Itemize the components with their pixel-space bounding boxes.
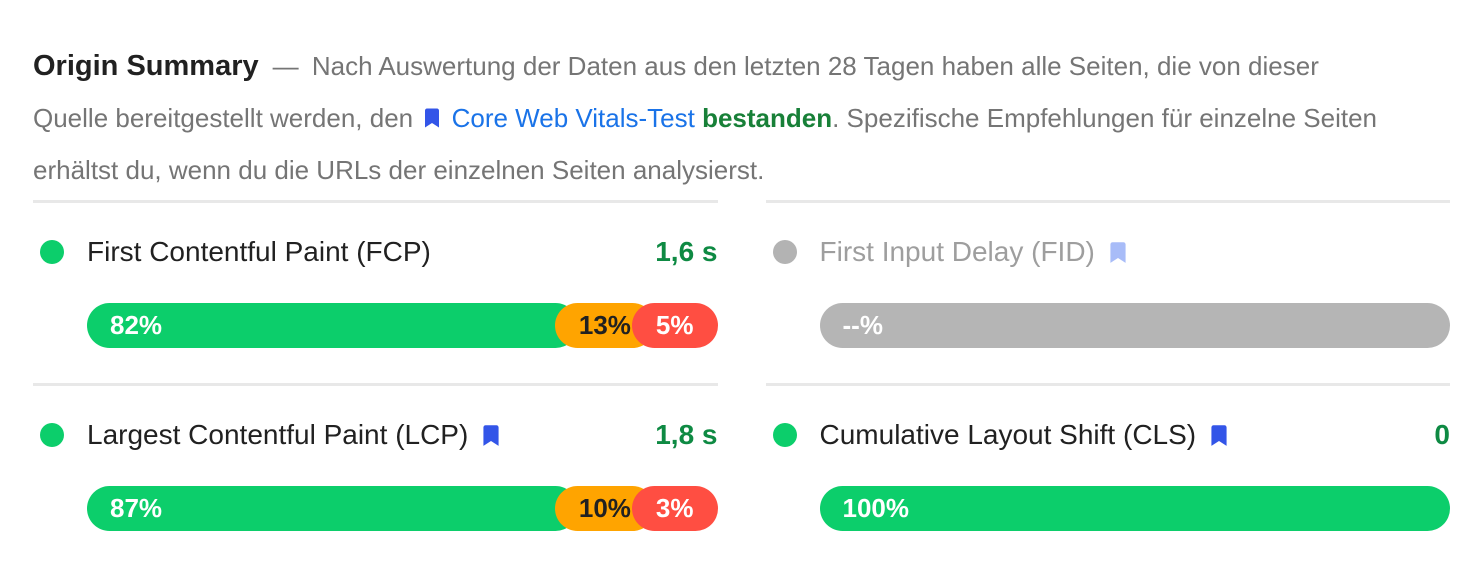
distribution-segment-poor: 5% [631,303,718,348]
distribution-segment-label: 3% [655,493,694,523]
metric-value-cls: 0 [1434,419,1450,450]
metric-header-lcp: Largest Contentful Paint (LCP) 1,8 s [33,412,718,458]
metric-title-fcp: First Contentful Paint (FCP) [87,236,431,267]
distribution-segment-label: 10% [578,493,631,523]
metric-panel-cls: Cumulative Layout Shift (CLS) 0 100% [765,383,1450,566]
core-web-vitals-link[interactable]: Core Web Vitals-Test [451,103,695,133]
metric-title-cls: Cumulative Layout Shift (CLS) [819,419,1197,450]
page-title: Origin Summary [33,50,259,82]
bookmark-icon-muted[interactable] [1105,237,1131,267]
metric-panel-lcp: Largest Contentful Paint (LCP) 1,8 s 87%… [33,383,718,566]
distribution-segment-na: --% [819,303,1450,348]
distribution-segment-label: 87% [110,493,163,523]
distribution-bar-fcp: 82% 13% 5% [87,303,718,348]
distribution-segment-good: 82% [87,303,578,348]
metric-title-fid: First Input Delay (FID) [819,236,1095,267]
passed-label: bestanden [702,103,833,133]
metric-value-fcp: 1,6 s [655,236,718,267]
intro-text-before-link: Nach Auswertung der Daten aus den letzte… [33,51,1319,133]
distribution-segment-label: 5% [655,310,694,340]
distribution-segment-label: 82% [110,310,163,340]
metric-header-cls: Cumulative Layout Shift (CLS) 0 [766,412,1450,458]
distribution-bar-lcp: 87% 10% 3% [87,486,718,531]
status-dot-good [40,423,64,447]
bookmark-icon[interactable] [420,104,444,131]
metric-panel-fid: First Input Delay (FID) --% [765,200,1451,383]
status-dot-good [40,240,64,264]
dash-separator: — [272,51,299,81]
distribution-segment-label: 100% [842,493,910,523]
metric-header-fid: First Input Delay (FID) [766,229,1451,275]
origin-summary-intro: Origin Summary — Nach Auswertung der Date… [33,40,1378,196]
intro-text-after-link: . Spezifische Empfehlungen für einzelne … [33,103,1378,185]
metric-panel-fcp: First Contentful Paint (FCP) 1,6 s 82% 13… [33,200,718,383]
metric-title-lcp: Largest Contentful Paint (LCP) [87,419,469,450]
distribution-segment-label: --% [842,310,883,340]
status-dot-good [772,423,797,447]
distribution-bar-fid: --% [819,303,1450,348]
distribution-segment-good: 100% [819,486,1450,531]
metric-header-fcp: First Contentful Paint (FCP) 1,6 s [33,229,718,275]
status-dot-not-available [772,240,797,264]
distribution-bar-cls: 100% [819,486,1450,531]
bookmark-icon[interactable] [1206,420,1232,450]
distribution-segment-poor: 3% [631,486,718,531]
distribution-segment-good: 87% [87,486,578,531]
metrics-grid: First Contentful Paint (FCP) 1,6 s 82% 13… [33,200,1450,566]
distribution-segment-label: 13% [578,310,631,340]
bookmark-icon[interactable] [478,420,504,450]
metric-value-lcp: 1,8 s [655,419,718,450]
